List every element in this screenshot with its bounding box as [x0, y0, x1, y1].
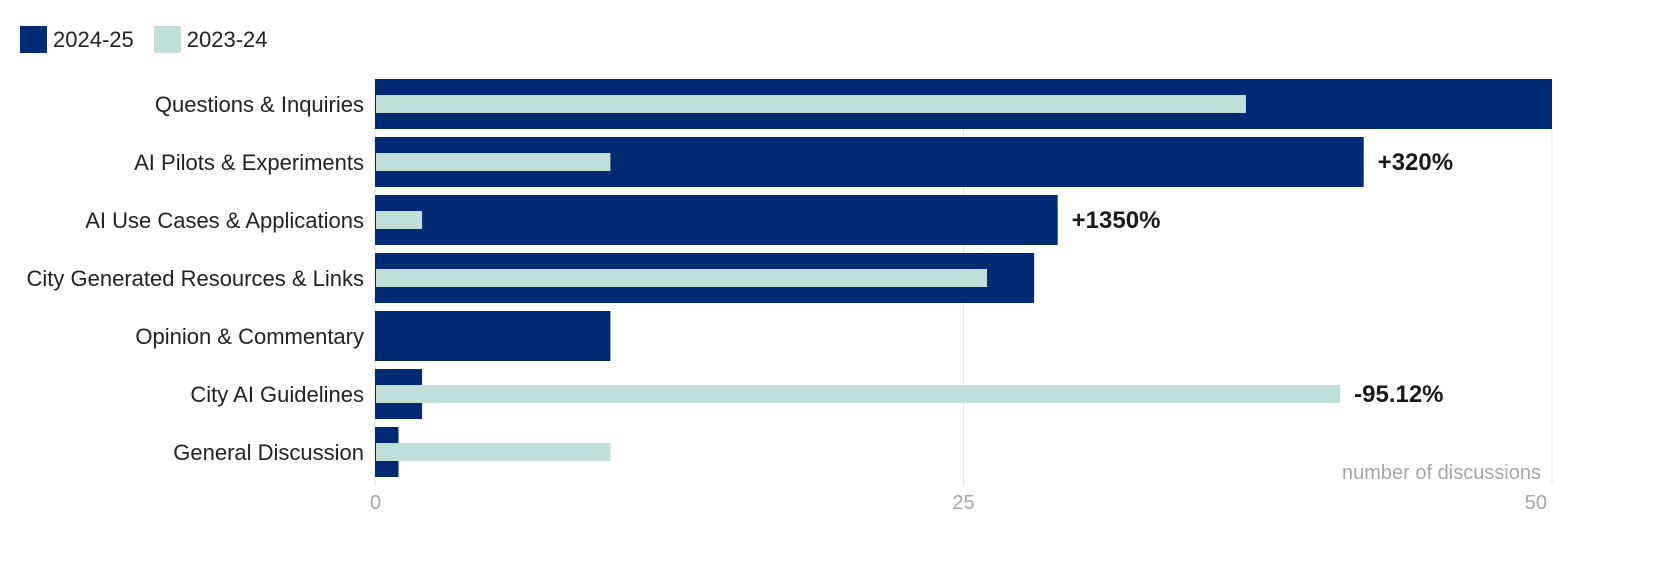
x-tick-label-50: 50: [1525, 492, 1547, 514]
x-tick-label-25: 25: [952, 492, 974, 514]
bar-2023-24-general-discussion: [376, 443, 611, 461]
category-label-general-discussion: General Discussion: [173, 440, 364, 465]
legend: 2024-25 2023-24: [20, 26, 268, 53]
category-label-ai-pilots-experiments: AI Pilots & Experiments: [134, 150, 364, 175]
legend-label-2023-24: 2023-24: [186, 26, 268, 52]
bars: [375, 79, 1552, 477]
legend-label-2024-25: 2024-25: [53, 26, 134, 52]
legend-swatch-2024-25: [20, 26, 47, 53]
category-label-city-generated-resources-links: City Generated Resources & Links: [27, 266, 365, 291]
x-tick-label-0: 0: [370, 492, 381, 514]
bar-2023-24-ai-use-cases-applications: [376, 211, 423, 229]
bar-2023-24-city-ai-guidelines: [376, 385, 1341, 403]
bar-2024-25-opinion-commentary: [375, 311, 611, 361]
bar-2023-24-questions-inquiries: [376, 95, 1246, 113]
labels: 0 25 50 number of discussions Questions & In…: [27, 92, 1548, 514]
category-label-questions-inquiries: Questions & Inquiries: [155, 92, 364, 117]
bar-2023-24-ai-pilots-experiments: [376, 153, 611, 171]
change-label-city-ai-guidelines: -95.12%: [1354, 381, 1443, 408]
category-label-city-ai-guidelines: City AI Guidelines: [190, 382, 364, 407]
category-label-ai-use-cases-applications: AI Use Cases & Applications: [85, 208, 364, 233]
change-label-ai-use-cases-applications: +1350%: [1072, 207, 1161, 234]
change-label-ai-pilots-experiments: +320%: [1378, 149, 1453, 176]
bar-2023-24-city-generated-resources-links: [376, 269, 988, 287]
x-axis-label: number of discussions: [1342, 462, 1541, 484]
legend-item-2023-24: 2023-24: [153, 26, 268, 53]
bar-2024-25-ai-use-cases-applications: [375, 195, 1058, 245]
legend-swatch-2023-24: [153, 26, 181, 53]
category-label-opinion-commentary: Opinion & Commentary: [135, 324, 364, 349]
legend-item-2024-25: 2024-25: [20, 26, 134, 53]
